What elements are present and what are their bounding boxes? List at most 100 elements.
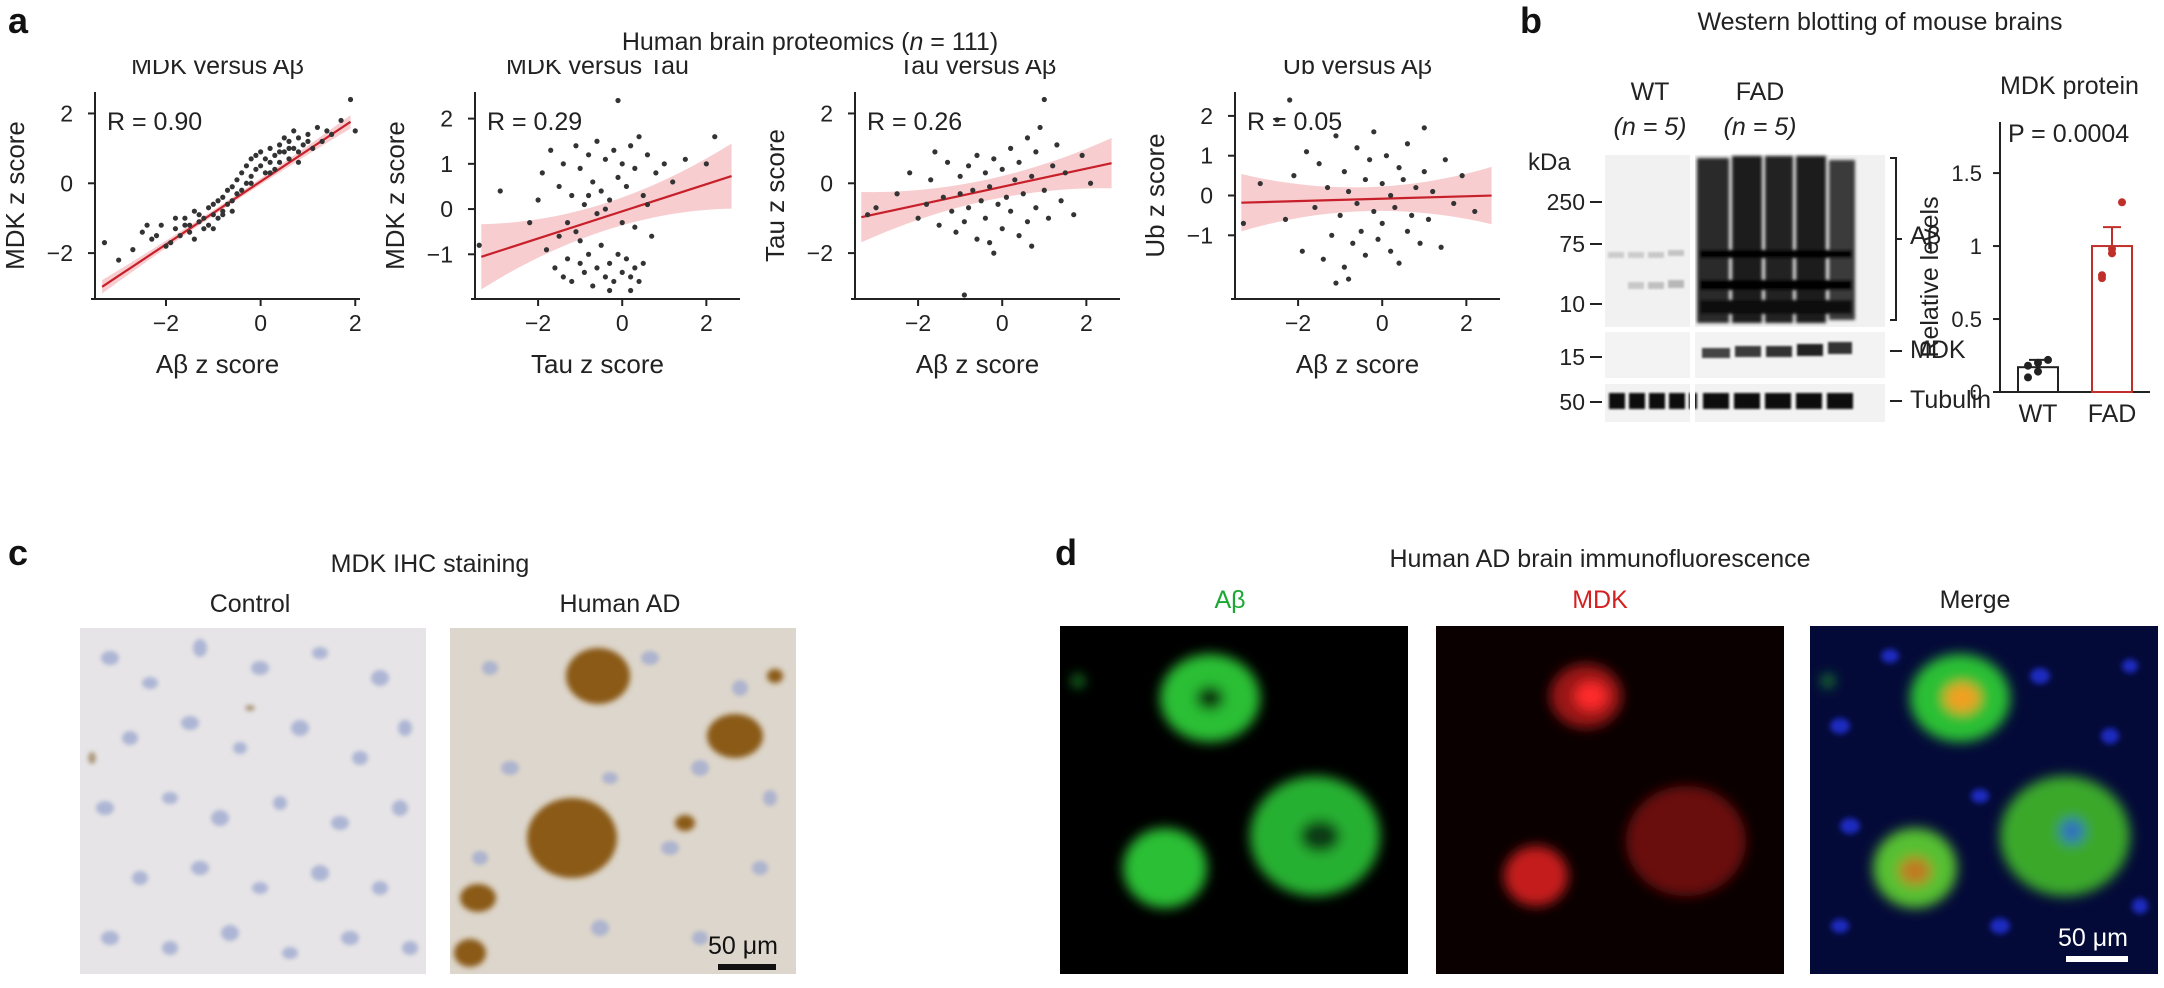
- data-point: [220, 212, 226, 218]
- data-point: [577, 238, 583, 244]
- data-point: [267, 170, 273, 176]
- x-tick-label: 2: [349, 310, 362, 336]
- panel-c-title: MDK IHC staining: [330, 550, 530, 578]
- data-point: [2034, 367, 2042, 376]
- data-point: [101, 240, 108, 246]
- data-point: [258, 163, 264, 169]
- data-point: [632, 165, 638, 171]
- data-point: [229, 198, 235, 204]
- data-point: [281, 149, 287, 155]
- marker-10: 10: [1559, 291, 1585, 317]
- data-point: [1404, 141, 1411, 147]
- panel-b-title: Western blotting of mouse brains: [1697, 8, 2063, 36]
- mdk-blot: [1605, 332, 1885, 378]
- data-point: [191, 236, 197, 242]
- data-point: [581, 269, 587, 275]
- panel-label-d: d: [1055, 532, 1077, 573]
- data-point: [607, 260, 613, 266]
- kda-label: kDa: [1528, 149, 1571, 176]
- data-point: [2098, 274, 2106, 283]
- data-point: [291, 128, 297, 134]
- data-point: [243, 163, 250, 169]
- x-axis-label: Aβ z score: [916, 349, 1039, 379]
- data-point: [248, 156, 254, 162]
- y-axis-label: Ub z score: [1140, 133, 1170, 257]
- x-tick-label: −2: [905, 310, 931, 336]
- data-point: [590, 179, 596, 185]
- data-point: [982, 215, 988, 221]
- lane-group-fad: FAD (n = 5): [1695, 78, 1825, 142]
- data-point: [1041, 187, 1047, 193]
- data-point: [611, 147, 617, 153]
- data-point: [649, 233, 655, 239]
- data-point: [865, 212, 871, 218]
- data-point: [581, 201, 587, 208]
- data-point: [168, 240, 174, 246]
- data-point: [907, 170, 913, 176]
- data-point: [1012, 177, 1018, 183]
- data-point: [936, 222, 942, 228]
- y-tick-label: 0: [1970, 380, 1982, 405]
- data-point: [640, 260, 646, 266]
- y-tick-label: −2: [47, 240, 73, 266]
- marker-15: 15: [1559, 344, 1585, 370]
- data-point: [615, 251, 621, 257]
- data-point: [1324, 184, 1331, 191]
- data-point: [1274, 117, 1280, 123]
- data-point: [953, 229, 959, 235]
- data-point: [158, 222, 164, 228]
- data-point: [1367, 157, 1373, 163]
- chart-title: MDK versus Tau: [506, 60, 689, 80]
- data-point: [527, 220, 533, 226]
- x-tick-label: −2: [525, 310, 551, 336]
- data-point: [573, 229, 579, 235]
- data-point: [628, 274, 634, 280]
- data-point: [999, 166, 1005, 172]
- data-point: [1079, 152, 1085, 158]
- x-axis-label: Aβ z score: [156, 349, 279, 379]
- data-point: [324, 128, 330, 134]
- data-point: [1333, 280, 1339, 286]
- ihc-image-control: [80, 628, 426, 974]
- data-point: [329, 131, 335, 138]
- data-point: [196, 219, 202, 225]
- marker-250: 250: [1547, 189, 1585, 215]
- p-value-annotation: P = 0.0004: [2008, 120, 2129, 148]
- data-point: [234, 177, 240, 183]
- bar-chart-title: MDK protein: [2000, 72, 2139, 100]
- chart-title: Ub versus Aβ: [1283, 60, 1432, 80]
- data-point: [248, 180, 254, 186]
- y-tick-label: 2: [60, 100, 73, 126]
- data-point: [476, 242, 482, 248]
- data-point: [564, 220, 571, 226]
- data-point: [239, 170, 245, 176]
- data-point: [712, 134, 718, 140]
- bar: [2091, 245, 2133, 393]
- data-point: [1037, 124, 1043, 131]
- ihc-image-human-ad: [450, 628, 796, 974]
- fit-line: [480, 175, 732, 258]
- data-point: [957, 173, 963, 179]
- data-point: [961, 292, 967, 298]
- data-point: [1383, 153, 1390, 159]
- data-point: [187, 229, 193, 235]
- y-tick-label: 2: [1200, 103, 1213, 129]
- data-point: [594, 138, 600, 144]
- scatter-plot-tau-vs-abeta: Tau versus Aβ −2 0 2 −2 0 2 R = 0.26 Aβ z score T…: [760, 60, 1120, 379]
- data-point: [1396, 165, 1402, 171]
- data-point: [295, 159, 302, 165]
- y-tick-label: 0: [60, 170, 73, 196]
- lane-group-n: (n = 5): [1613, 113, 1687, 141]
- data-point: [1388, 192, 1394, 199]
- data-point: [172, 226, 179, 232]
- y-tick-label: 1.5: [1951, 161, 1982, 186]
- data-point: [970, 187, 976, 193]
- y-tick-label: −2: [807, 240, 833, 266]
- if-scale-bar-label: 50 μm: [2058, 924, 2128, 952]
- data-point: [229, 184, 235, 190]
- lane-group-label: FAD: [1735, 78, 1785, 106]
- data-point: [1409, 212, 1415, 218]
- x-tick-label: 0: [1376, 310, 1389, 336]
- data-point: [556, 233, 562, 239]
- data-point: [1333, 133, 1339, 139]
